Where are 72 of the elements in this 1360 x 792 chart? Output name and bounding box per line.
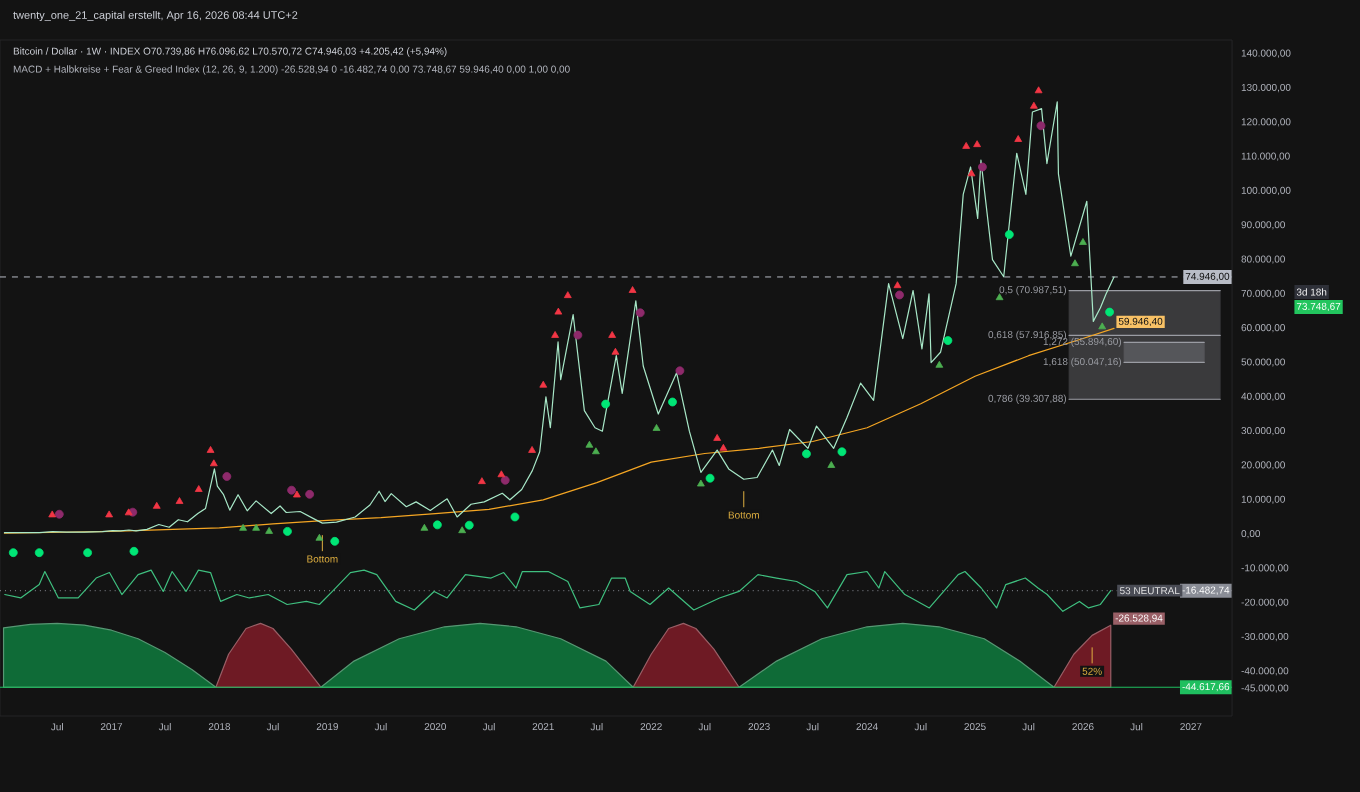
point	[458, 526, 467, 534]
point	[239, 523, 247, 531]
point	[1071, 259, 1079, 267]
point	[573, 330, 583, 340]
point	[330, 536, 340, 546]
point	[175, 497, 184, 504]
point	[528, 446, 536, 453]
point	[539, 380, 548, 388]
point	[802, 449, 811, 459]
point	[194, 485, 203, 492]
point	[563, 291, 572, 299]
point	[837, 447, 847, 457]
point	[893, 281, 902, 289]
point	[601, 399, 611, 409]
point	[432, 520, 442, 530]
point	[497, 470, 506, 478]
point	[635, 308, 645, 318]
point	[124, 508, 133, 516]
point	[652, 424, 661, 431]
point	[478, 477, 486, 485]
point	[287, 485, 296, 495]
point	[34, 548, 44, 558]
point	[1014, 135, 1023, 142]
point	[283, 526, 292, 536]
point	[592, 447, 600, 455]
point	[510, 512, 520, 522]
point	[1079, 238, 1087, 245]
point	[265, 526, 273, 534]
point	[827, 461, 836, 468]
point	[978, 162, 987, 172]
point	[895, 290, 904, 300]
point	[973, 140, 981, 148]
point	[1036, 121, 1046, 131]
point	[1105, 307, 1114, 317]
point	[1030, 101, 1038, 109]
point	[1034, 86, 1043, 94]
point	[962, 141, 971, 149]
point	[705, 473, 715, 483]
point	[54, 509, 64, 519]
point	[209, 459, 218, 467]
point	[48, 510, 57, 518]
point	[943, 336, 953, 345]
point	[420, 523, 429, 531]
point	[719, 443, 728, 451]
point	[305, 489, 315, 499]
point	[500, 475, 510, 485]
point	[105, 510, 113, 518]
point	[935, 360, 944, 368]
point	[222, 472, 232, 481]
point	[585, 440, 594, 448]
point	[668, 397, 677, 407]
point	[697, 479, 705, 487]
point	[554, 307, 563, 315]
point	[713, 433, 722, 441]
point	[967, 169, 976, 177]
point	[1098, 322, 1107, 330]
point	[83, 548, 92, 558]
point	[608, 331, 617, 338]
point	[8, 548, 18, 558]
point	[551, 331, 559, 338]
point	[293, 490, 301, 498]
point	[315, 533, 324, 541]
point	[252, 523, 260, 531]
point	[611, 347, 620, 355]
point	[206, 446, 215, 453]
point	[1004, 230, 1014, 239]
point	[675, 366, 685, 376]
line-series	[4, 569, 1112, 612]
point	[628, 286, 637, 293]
point	[152, 501, 161, 509]
point	[129, 546, 139, 556]
point	[464, 520, 474, 530]
